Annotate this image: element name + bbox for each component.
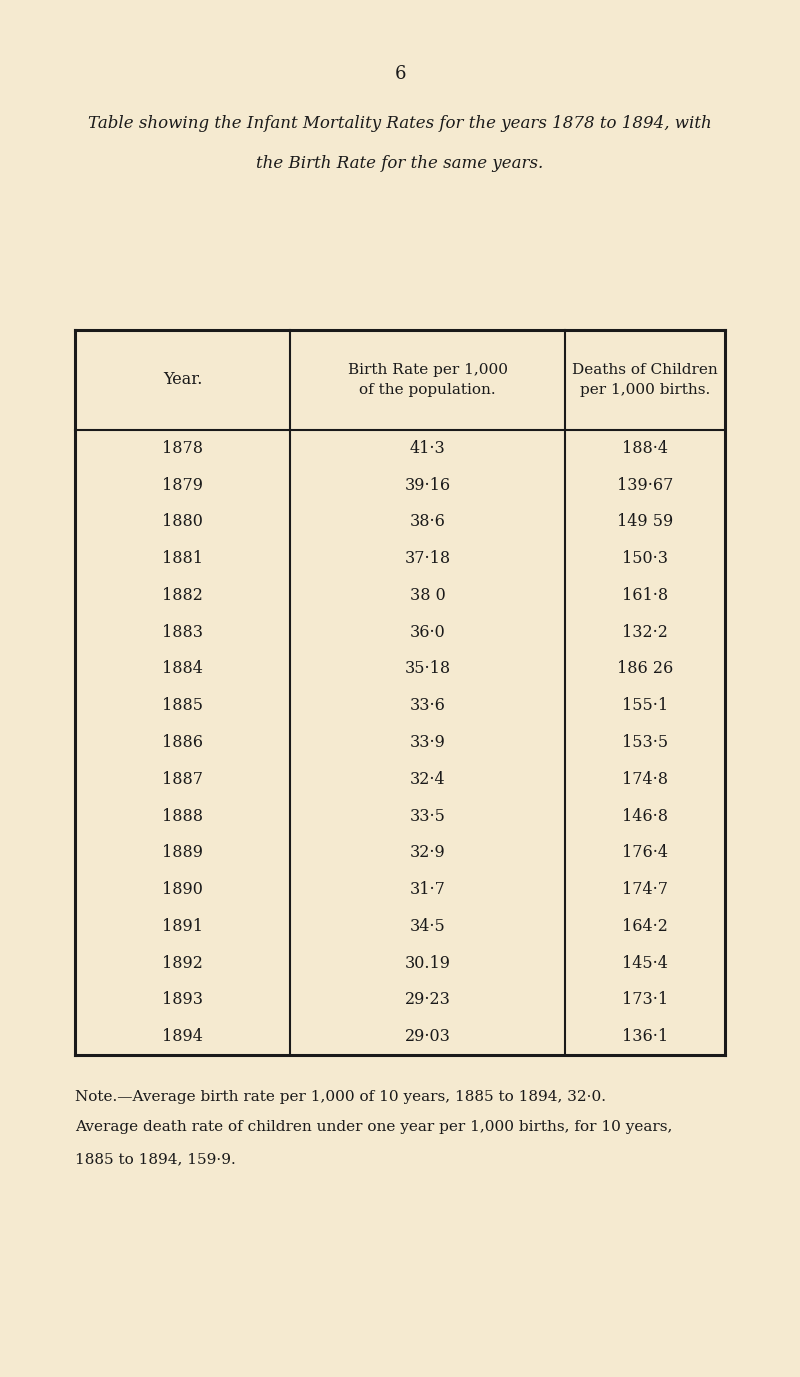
Text: 150·3: 150·3 xyxy=(622,551,668,567)
Text: Note.—Average birth rate per 1,000 of 10 years, 1885 to 1894, 32·0.: Note.—Average birth rate per 1,000 of 10… xyxy=(75,1091,606,1104)
Text: 146·8: 146·8 xyxy=(622,807,668,825)
Text: the Birth Rate for the same years.: the Birth Rate for the same years. xyxy=(256,156,544,172)
Text: 36·0: 36·0 xyxy=(410,624,446,640)
Text: 186 26: 186 26 xyxy=(617,661,673,677)
Text: 29·23: 29·23 xyxy=(405,991,450,1008)
Text: 149 59: 149 59 xyxy=(617,514,673,530)
Text: 39·16: 39·16 xyxy=(405,476,450,493)
Text: 30.19: 30.19 xyxy=(405,954,450,972)
Text: 38·6: 38·6 xyxy=(410,514,446,530)
Text: 161·8: 161·8 xyxy=(622,587,668,605)
Text: 173·1: 173·1 xyxy=(622,991,668,1008)
Text: 1884: 1884 xyxy=(162,661,203,677)
Text: 1885 to 1894, 159·9.: 1885 to 1894, 159·9. xyxy=(75,1153,236,1166)
Text: 1878: 1878 xyxy=(162,439,203,457)
Text: 164·2: 164·2 xyxy=(622,918,668,935)
Text: 1891: 1891 xyxy=(162,918,203,935)
Text: 1886: 1886 xyxy=(162,734,203,750)
Text: 32·4: 32·4 xyxy=(410,771,446,788)
Text: Table showing the Infant Mortality Rates for the years 1878 to 1894, with: Table showing the Infant Mortality Rates… xyxy=(88,116,712,132)
Text: 33·5: 33·5 xyxy=(410,807,446,825)
Text: 174·8: 174·8 xyxy=(622,771,668,788)
Text: 1889: 1889 xyxy=(162,844,203,861)
Text: 33·6: 33·6 xyxy=(410,697,446,715)
Text: 1892: 1892 xyxy=(162,954,203,972)
Text: 1890: 1890 xyxy=(162,881,203,898)
Text: 38 0: 38 0 xyxy=(410,587,446,605)
Text: Deaths of Children
per 1,000 births.: Deaths of Children per 1,000 births. xyxy=(572,364,718,397)
Text: 32·9: 32·9 xyxy=(410,844,446,861)
Text: 35·18: 35·18 xyxy=(405,661,450,677)
Text: 6: 6 xyxy=(394,65,406,83)
Text: 139·67: 139·67 xyxy=(617,476,673,493)
Text: Average death rate of children under one year per 1,000 births, for 10 years,: Average death rate of children under one… xyxy=(75,1120,672,1135)
Text: 1894: 1894 xyxy=(162,1029,203,1045)
Text: 1888: 1888 xyxy=(162,807,203,825)
Text: 31·7: 31·7 xyxy=(410,881,446,898)
Text: 1881: 1881 xyxy=(162,551,203,567)
Text: 136·1: 136·1 xyxy=(622,1029,668,1045)
Text: 29·03: 29·03 xyxy=(405,1029,450,1045)
Text: 176·4: 176·4 xyxy=(622,844,668,861)
Text: 188·4: 188·4 xyxy=(622,439,668,457)
Text: 1893: 1893 xyxy=(162,991,203,1008)
Text: 1887: 1887 xyxy=(162,771,203,788)
Text: 1882: 1882 xyxy=(162,587,203,605)
Text: 33·9: 33·9 xyxy=(410,734,446,750)
Text: 1883: 1883 xyxy=(162,624,203,640)
Text: Year.: Year. xyxy=(163,372,202,388)
Text: 1880: 1880 xyxy=(162,514,203,530)
Text: 34·5: 34·5 xyxy=(410,918,446,935)
Text: 1879: 1879 xyxy=(162,476,203,493)
Text: 132·2: 132·2 xyxy=(622,624,668,640)
Text: 1885: 1885 xyxy=(162,697,203,715)
Text: 37·18: 37·18 xyxy=(405,551,450,567)
Text: Birth Rate per 1,000
of the population.: Birth Rate per 1,000 of the population. xyxy=(347,364,507,397)
Text: 155·1: 155·1 xyxy=(622,697,668,715)
Text: 41·3: 41·3 xyxy=(410,439,446,457)
Text: 153·5: 153·5 xyxy=(622,734,668,750)
Text: 174·7: 174·7 xyxy=(622,881,668,898)
Text: 145·4: 145·4 xyxy=(622,954,668,972)
